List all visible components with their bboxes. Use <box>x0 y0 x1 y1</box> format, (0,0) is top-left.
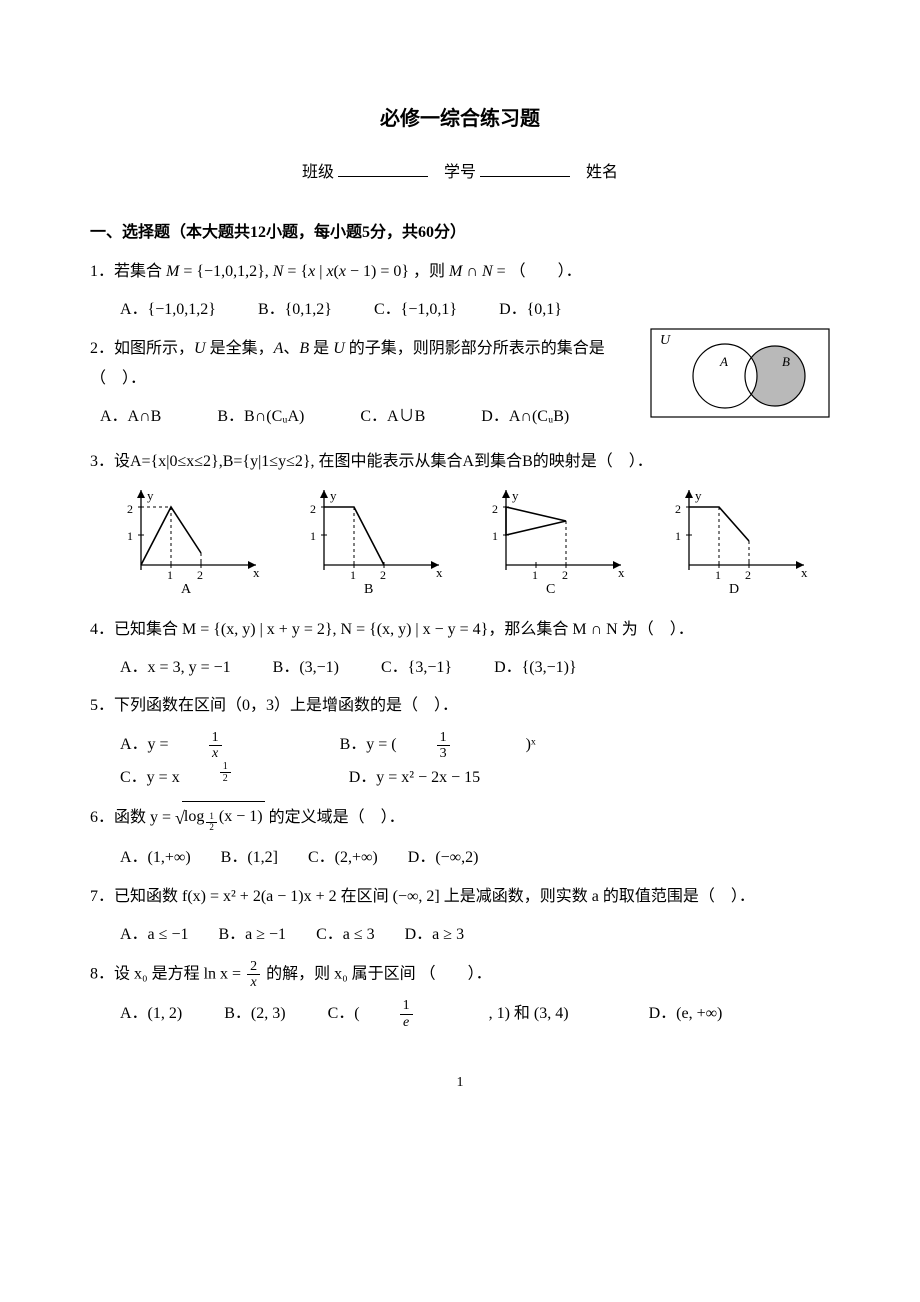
svg-text:B: B <box>364 582 373 595</box>
q2-opt-a: A．A∩B <box>100 402 187 432</box>
q6-opt-c: C．(2,+∞) <box>308 843 378 873</box>
svg-text:2: 2 <box>310 502 316 516</box>
question-7: 7．已知函数 f(x) = x² + 2(a − 1)x + 2 在区间 (−∞… <box>90 882 830 912</box>
question-3: 3．设A={x|0≤x≤2},B={y|1≤y≤2}, 在图中能表示从集合A到集… <box>90 447 830 477</box>
q1-text: 1．若集合 <box>90 263 166 280</box>
class-label: 班级 <box>302 164 334 181</box>
q5-opt-b: B．y = (13)ˣ <box>340 730 574 762</box>
svg-text:2: 2 <box>745 568 751 582</box>
q3-graph-b: y x 1 2 1 2 B <box>293 485 466 606</box>
q5-options: A．y = 1x B．y = (13)ˣ C．y = x12 D．y = x² … <box>120 730 830 794</box>
svg-text:1: 1 <box>310 529 316 543</box>
svg-text:1: 1 <box>492 529 498 543</box>
svg-text:y: y <box>330 488 337 503</box>
q4-opt-b: B．(3,−1) <box>273 653 339 683</box>
q3-graph-d: y x 1 2 1 2 D <box>658 485 831 606</box>
q4-opt-d: D．{(3,−1)} <box>494 653 577 683</box>
svg-text:x: x <box>801 565 808 580</box>
svg-text:x: x <box>618 565 625 580</box>
svg-text:1: 1 <box>532 568 538 582</box>
q2-opt-b: B．B∩(CᵤA) <box>217 402 330 432</box>
svg-text:x: x <box>436 565 443 580</box>
q7-options: A．a ≤ −1 B．a ≥ −1 C．a ≤ 3 D．a ≥ 3 <box>120 920 830 950</box>
q6-opt-b: B．(1,2] <box>221 843 278 873</box>
svg-text:2: 2 <box>380 568 386 582</box>
svg-text:1: 1 <box>127 529 133 543</box>
id-label: 学号 <box>444 164 476 181</box>
page-title: 必修一综合练习题 <box>90 100 830 138</box>
svg-text:y: y <box>695 488 702 503</box>
q1-opt-c: C．{−1,0,1} <box>374 295 457 325</box>
svg-text:D: D <box>729 582 739 595</box>
q6-opt-d: D．(−∞,2) <box>408 843 479 873</box>
svg-text:C: C <box>546 582 555 595</box>
q1-opt-a: A．{−1,0,1,2} <box>120 295 216 325</box>
q5-opt-d: D．y = x² − 2x − 15 <box>349 763 480 793</box>
q5-opt-a: A．y = 1x <box>120 730 298 762</box>
svg-text:1: 1 <box>675 529 681 543</box>
q2-opt-d: D．A∩(CᵤB) <box>481 402 595 432</box>
svg-text:1: 1 <box>350 568 356 582</box>
q8-opt-b: B．(2, 3) <box>224 999 285 1029</box>
q4-options: A．x = 3, y = −1 B．(3,−1) C．{3,−1} D．{(3,… <box>120 653 830 683</box>
svg-text:2: 2 <box>492 502 498 516</box>
q4-opt-c: C．{3,−1} <box>381 653 452 683</box>
q3-graphs: y x 1 2 1 2 A y x 1 2 <box>110 485 830 606</box>
question-1: 1．若集合 M = {−1,0,1,2}, N = {x | x(x − 1) … <box>90 257 830 287</box>
q1-opt-b: B．{0,1,2} <box>258 295 332 325</box>
q4-opt-a: A．x = 3, y = −1 <box>120 653 231 683</box>
q5-opt-c: C．y = x12 <box>120 761 307 793</box>
section-1-heading: 一、选择题（本大题共12小题，每小题5分，共60分） <box>90 218 830 248</box>
question-2: 2．如图所示，U 是全集，A、B 是 U 的子集，则阴影部分所表示的集合是（ ）… <box>90 334 830 395</box>
id-blank <box>480 160 570 177</box>
svg-text:2: 2 <box>127 502 133 516</box>
svg-text:2: 2 <box>675 502 681 516</box>
question-5: 5．下列函数在区间（0，3）上是增函数的是（ ）． <box>90 691 830 721</box>
q7-opt-c: C．a ≤ 3 <box>316 920 375 950</box>
q8-opt-a: A．(1, 2) <box>120 999 182 1029</box>
name-label: 姓名 <box>586 164 618 181</box>
q2-opt-c: C．A∪B <box>360 402 451 432</box>
question-4: 4．已知集合 M = {(x, y) | x + y = 2}, N = {(x… <box>90 615 830 645</box>
q8-opt-d: D．(e, +∞) <box>649 999 723 1029</box>
question-6: 6．函数 y = √log12(x − 1) 的定义域是（ ）． <box>90 801 830 835</box>
q8-options: A．(1, 2) B．(2, 3) C．(1e, 1) 和 (3, 4) D．(… <box>120 998 830 1030</box>
svg-text:y: y <box>512 488 519 503</box>
question-8: 8．设 x₀ 是方程 ln x = 2x 的解，则 x₀ 属于区间 （ ）． <box>90 959 830 991</box>
q8-opt-c: C．(1e, 1) 和 (3, 4) <box>328 998 607 1030</box>
q7-opt-b: B．a ≥ −1 <box>218 920 286 950</box>
svg-text:1: 1 <box>167 568 173 582</box>
student-info-line: 班级 学号 姓名 <box>90 158 830 188</box>
q7-opt-d: D．a ≥ 3 <box>405 920 464 950</box>
svg-text:2: 2 <box>197 568 203 582</box>
q6-opt-a: A．(1,+∞) <box>120 843 191 873</box>
svg-text:y: y <box>147 488 154 503</box>
q7-opt-a: A．a ≤ −1 <box>120 920 188 950</box>
svg-text:A: A <box>181 582 192 595</box>
q1-opt-d: D．{0,1} <box>499 295 562 325</box>
q1-options: A．{−1,0,1,2} B．{0,1,2} C．{−1,0,1} D．{0,1… <box>120 295 830 325</box>
q3-graph-c: y x 1 2 1 2 C <box>475 485 648 606</box>
svg-text:1: 1 <box>715 568 721 582</box>
svg-text:x: x <box>253 565 260 580</box>
svg-text:2: 2 <box>562 568 568 582</box>
q3-graph-a: y x 1 2 1 2 A <box>110 485 283 606</box>
class-blank <box>338 160 428 177</box>
page-number: 1 <box>90 1070 830 1097</box>
q6-options: A．(1,+∞) B．(1,2] C．(2,+∞) D．(−∞,2) <box>120 843 830 873</box>
